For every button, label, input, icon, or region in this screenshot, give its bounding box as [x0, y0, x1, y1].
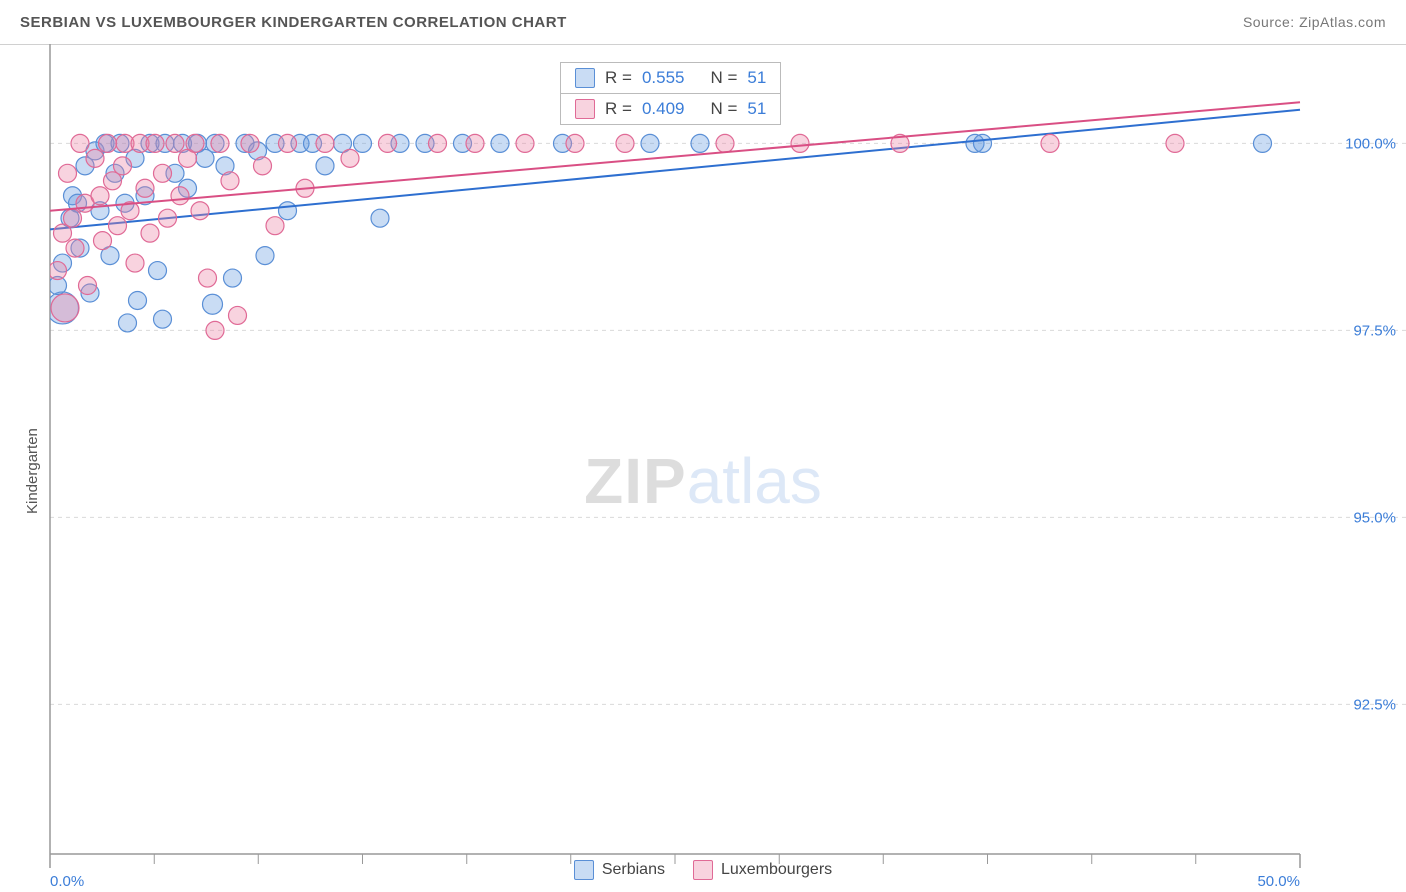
series-legend-label: Luxembourgers: [721, 861, 832, 879]
chart-source: Source: ZipAtlas.com: [1243, 14, 1386, 30]
series-legend-item: Luxembourgers: [693, 860, 832, 880]
legend-swatch: [574, 860, 594, 880]
correlation-legend: R = 0.555 N = 51 R = 0.409 N = 51: [560, 62, 781, 125]
series-legend-label: Serbians: [602, 861, 665, 879]
r-label: R =: [605, 99, 632, 119]
svg-text:92.5%: 92.5%: [1353, 696, 1396, 713]
n-label: N =: [710, 99, 737, 119]
plot-area: 0.0%50.0%92.5%95.0%97.5%100.0% Kindergar…: [0, 44, 1406, 892]
n-value: 51: [747, 68, 766, 88]
legend-swatch: [575, 68, 595, 88]
legend-swatch: [575, 99, 595, 119]
correlation-legend-row: R = 0.555 N = 51: [561, 63, 780, 94]
svg-text:97.5%: 97.5%: [1353, 322, 1396, 339]
svg-text:95.0%: 95.0%: [1353, 509, 1396, 526]
scatter-chart: 0.0%50.0%92.5%95.0%97.5%100.0%: [0, 44, 1406, 892]
r-label: R =: [605, 68, 632, 88]
n-label: N =: [710, 68, 737, 88]
chart-title: SERBIAN VS LUXEMBOURGER KINDERGARTEN COR…: [20, 14, 567, 31]
r-value: 0.409: [642, 99, 685, 119]
svg-text:100.0%: 100.0%: [1345, 135, 1396, 152]
n-value: 51: [747, 99, 766, 119]
r-value: 0.555: [642, 68, 685, 88]
chart-header: SERBIAN VS LUXEMBOURGER KINDERGARTEN COR…: [0, 0, 1406, 45]
series-legend-item: Serbians: [574, 860, 665, 880]
correlation-legend-row: R = 0.409 N = 51: [561, 94, 780, 124]
series-legend: Serbians Luxembourgers: [0, 860, 1406, 880]
y-axis-label: Kindergarten: [24, 428, 41, 514]
legend-swatch: [693, 860, 713, 880]
